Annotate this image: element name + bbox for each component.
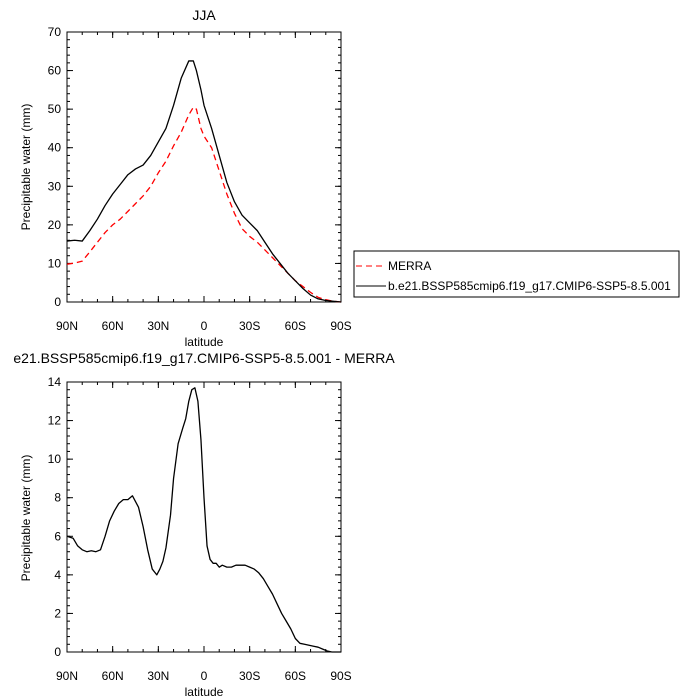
bottom-y-tick-label: 6 [54, 529, 61, 543]
top-y-tick-label: 50 [48, 102, 62, 116]
top-chart-y-axis-label: Precipitable water (mm) [19, 104, 33, 231]
top-chart-axes: 0 10 20 30 40 50 60 70 90N 60N 30N 0 30S 60S 90S [48, 25, 352, 333]
top-x-tick-label: 90N [56, 319, 78, 333]
bottom-chart-series [66, 387, 341, 653]
legend: MERRA b.e21.BSSP585cmip6.f19_g17.CMIP6-S… [353, 250, 680, 298]
bottom-y-tick-label: 10 [48, 452, 62, 466]
bottom-x-tick-label: 60N [102, 669, 124, 683]
legend-label-model: b.e21.BSSP585cmip6.f19_g17.CMIP6-SSP5-8.… [388, 279, 671, 293]
bottom-chart-y-axis-label: Precipitable water (mm) [19, 455, 33, 582]
bottom-y-tick-label: 4 [54, 568, 61, 582]
top-series-line-1 [66, 60, 342, 303]
top-y-tick-label: 10 [48, 256, 62, 270]
top-x-tick-label: 90S [330, 319, 351, 333]
bottom-x-tick-label: 90N [56, 669, 78, 683]
top-chart-series [66, 60, 342, 303]
top-y-tick-label: 30 [48, 179, 62, 193]
top-x-tick-label: 30N [147, 319, 169, 333]
bottom-chart-x-axis-label: latitude [185, 685, 224, 699]
bottom-x-tick-label: 30S [239, 669, 260, 683]
bottom-y-tick-label: 14 [48, 375, 62, 389]
top-y-tick-label: 40 [48, 141, 62, 155]
top-y-tick-label: 20 [48, 218, 62, 232]
top-x-tick-label: 60S [285, 319, 306, 333]
top-x-tick-label: 0 [201, 319, 208, 333]
legend-label-merra: MERRA [388, 259, 431, 273]
top-chart: JJA Precipitable water (mm) latitude 0 10… [19, 7, 352, 349]
bottom-series-line-0 [66, 387, 341, 653]
top-plot-frame [66, 31, 342, 303]
top-chart-x-axis-label: latitude [185, 335, 224, 349]
bottom-x-tick-label: 0 [201, 669, 208, 683]
bottom-y-tick-label: 8 [54, 491, 61, 505]
bottom-x-tick-label: 60S [285, 669, 306, 683]
bottom-y-tick-label: 0 [54, 645, 61, 659]
bottom-chart-title: e21.BSSP585cmip6.f19_g17.CMIP6-SSP5-8.5.… [13, 350, 395, 366]
top-y-tick-label: 60 [48, 64, 62, 78]
bottom-x-tick-label: 90S [330, 669, 351, 683]
top-series-line-0 [66, 106, 342, 303]
bottom-y-tick-label: 12 [48, 414, 62, 428]
top-chart-title: JJA [192, 7, 216, 23]
legend-box [353, 250, 680, 298]
top-y-tick-label: 0 [54, 295, 61, 309]
top-x-tick-label: 60N [102, 319, 124, 333]
bottom-chart-axes: 0 2 4 6 8 10 12 14 90N 60N 30N 0 30S 60S 90S [48, 375, 352, 683]
bottom-chart: e21.BSSP585cmip6.f19_g17.CMIP6-SSP5-8.5.… [13, 350, 395, 699]
bottom-y-tick-label: 2 [54, 606, 61, 620]
top-x-tick-label: 30S [239, 319, 260, 333]
bottom-plot-frame [66, 381, 342, 653]
top-y-tick-label: 70 [48, 25, 62, 39]
bottom-x-tick-label: 30N [147, 669, 169, 683]
